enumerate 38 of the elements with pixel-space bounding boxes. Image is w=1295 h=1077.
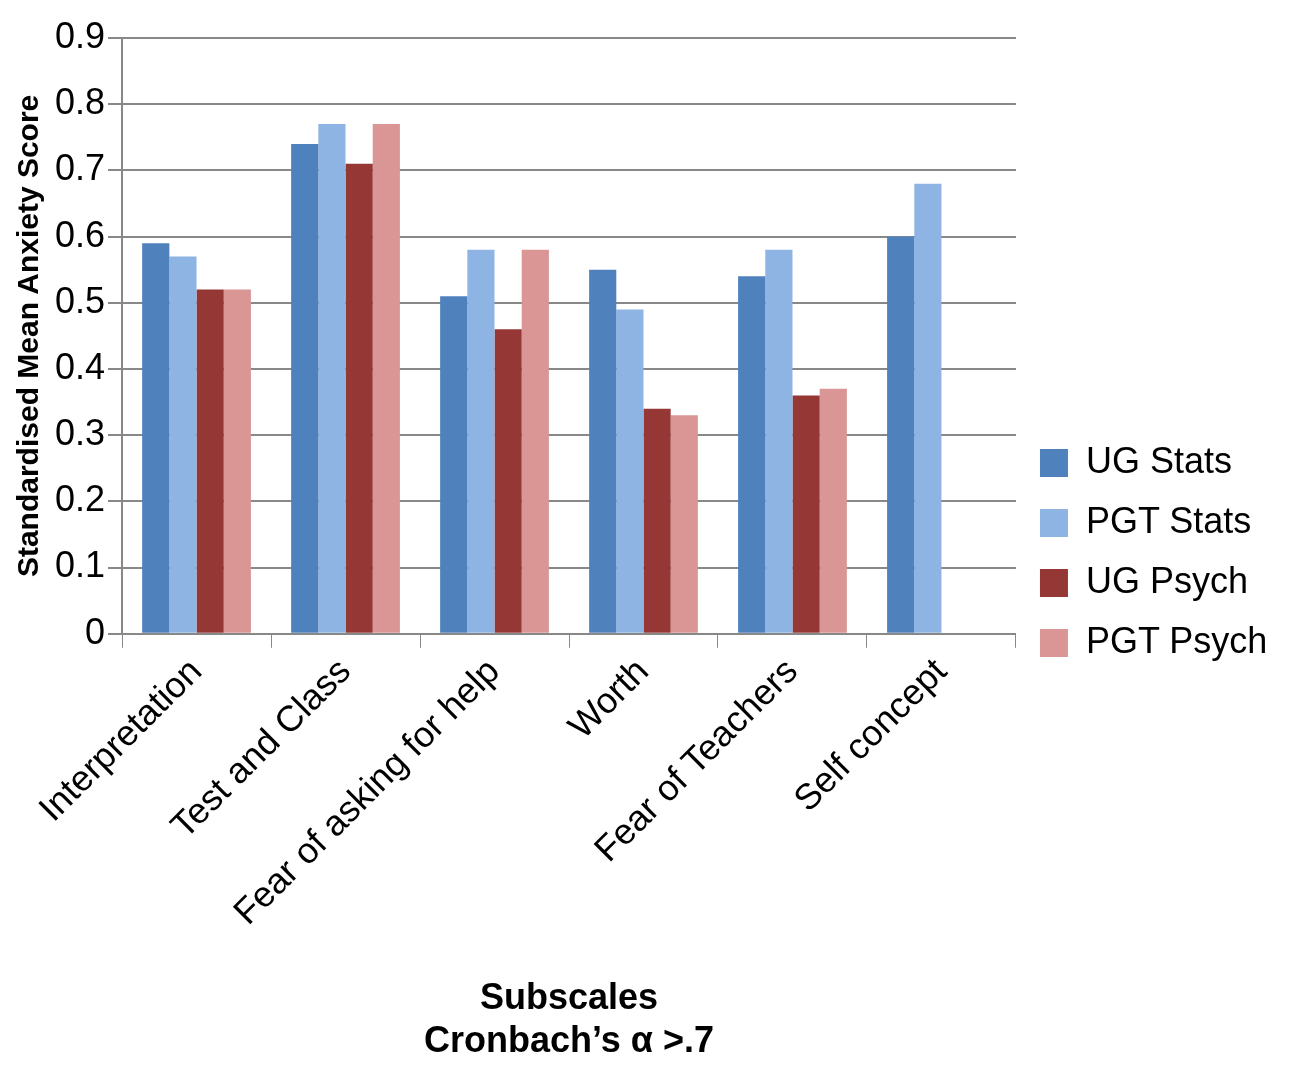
y-tick-label: 0.9 (55, 14, 106, 56)
y-tick-label: 0.8 (55, 81, 106, 123)
y-tick-label: 0.5 (55, 279, 106, 321)
bar (291, 143, 319, 633)
bar (643, 408, 671, 633)
y-tick-label: 0.6 (55, 213, 106, 255)
bar (670, 415, 698, 633)
bar (318, 124, 346, 633)
bar (914, 183, 942, 633)
y-tick-label: 0.2 (55, 478, 106, 520)
bar (887, 236, 915, 633)
bar (169, 256, 197, 633)
bar (589, 269, 617, 633)
bar (616, 309, 644, 633)
bar (467, 249, 495, 633)
bar (440, 296, 468, 633)
y-tick-label: 0.3 (55, 412, 106, 454)
bar (819, 388, 847, 633)
bar (223, 289, 251, 633)
legend-label: PGT Psych (1085, 619, 1268, 661)
y-axis-title: Standardised Mean Anxiety Score (11, 94, 45, 578)
x-axis-title: Subscales Cronbach’s α >.7 (424, 976, 714, 1061)
y-tick-label: 0.4 (55, 345, 106, 387)
bar (196, 289, 224, 633)
legend-label: PGT Stats (1085, 499, 1252, 541)
bar (345, 163, 373, 633)
y-tick-label: 0.1 (55, 544, 106, 586)
legend-label: UG Stats (1085, 439, 1233, 481)
bar (792, 395, 820, 633)
y-tick-label: 0 (85, 610, 106, 652)
bar (494, 329, 522, 633)
bar (372, 124, 400, 633)
bar (521, 249, 549, 633)
legend-label: UG Psych (1085, 559, 1249, 601)
bar (142, 243, 170, 633)
bar (738, 276, 766, 633)
bar (765, 249, 793, 633)
y-tick-label: 0.7 (55, 147, 106, 189)
